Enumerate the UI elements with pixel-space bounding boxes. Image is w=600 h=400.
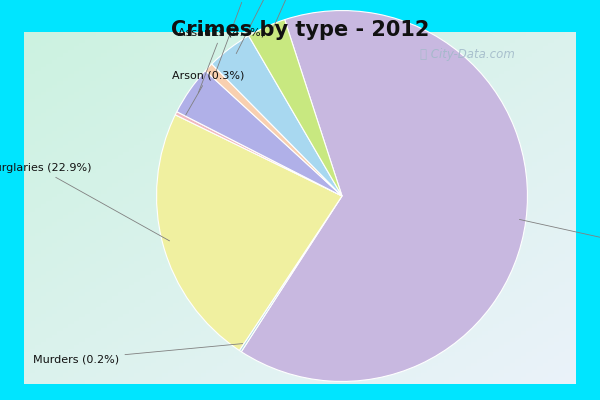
Wedge shape [239,196,342,352]
Wedge shape [205,64,342,196]
Text: ⓘ City-Data.com: ⓘ City-Data.com [420,48,515,61]
Wedge shape [241,10,527,382]
Wedge shape [157,115,342,350]
Wedge shape [248,20,342,196]
Text: Burglaries (22.9%): Burglaries (22.9%) [0,163,170,241]
Text: Arson (0.3%): Arson (0.3%) [172,70,245,115]
Text: Rapes (0.8%): Rapes (0.8%) [208,0,283,71]
Wedge shape [175,112,342,196]
Text: Assaults (4.3%): Assaults (4.3%) [178,28,265,93]
Text: Auto thefts (4.0%): Auto thefts (4.0%) [235,0,337,54]
Wedge shape [212,36,342,196]
Text: Crimes by type - 2012: Crimes by type - 2012 [171,20,429,40]
Text: Robberies (3.4%): Robberies (3.4%) [271,0,371,33]
Wedge shape [177,71,342,196]
Text: Thefts (64.2%): Thefts (64.2%) [520,220,600,257]
Text: Murders (0.2%): Murders (0.2%) [34,344,242,364]
